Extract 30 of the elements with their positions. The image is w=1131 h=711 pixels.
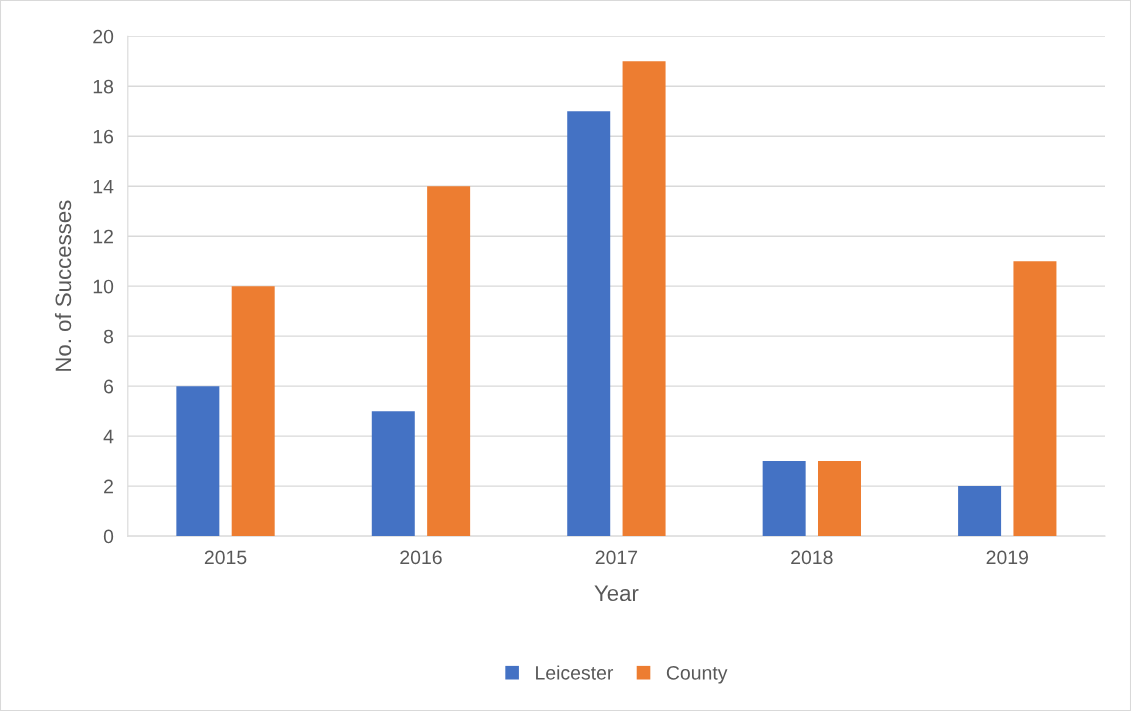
y-tick-label: 6: [104, 379, 114, 394]
bar: [371, 411, 415, 537]
legend-label: Leicester: [536, 665, 614, 680]
legend-label: County: [666, 665, 728, 684]
y-tick-label: 2: [104, 479, 113, 494]
bar: [427, 186, 471, 537]
bar: [567, 111, 611, 537]
y-axis-title: No. of Successes: [54, 200, 72, 371]
y-tick-label: 4: [103, 429, 114, 444]
x-tick-label: 2019: [986, 550, 1028, 565]
x-axis-title: Year: [594, 585, 639, 602]
y-tick-label: 8: [103, 329, 114, 344]
bar: [176, 386, 220, 537]
bar: [622, 61, 666, 537]
y-tick-label: 10: [93, 279, 114, 294]
x-tick-label: 2016: [400, 550, 442, 565]
y-tick-label: 18: [93, 79, 114, 94]
bar: [231, 286, 275, 537]
bar: [958, 486, 1002, 537]
bar: [1013, 261, 1057, 537]
y-tick-label: 14: [93, 179, 114, 194]
x-tick-label: 2018: [791, 550, 833, 565]
y-tick-label: 0: [103, 529, 114, 544]
bar: [818, 461, 861, 537]
y-tick-label: 16: [93, 129, 114, 144]
y-tick-label: 20: [93, 29, 114, 44]
bar: [762, 461, 806, 537]
x-tick-label: 2017: [595, 550, 638, 565]
y-tick-label: 12: [93, 229, 113, 244]
x-tick-label: 2015: [204, 550, 247, 565]
